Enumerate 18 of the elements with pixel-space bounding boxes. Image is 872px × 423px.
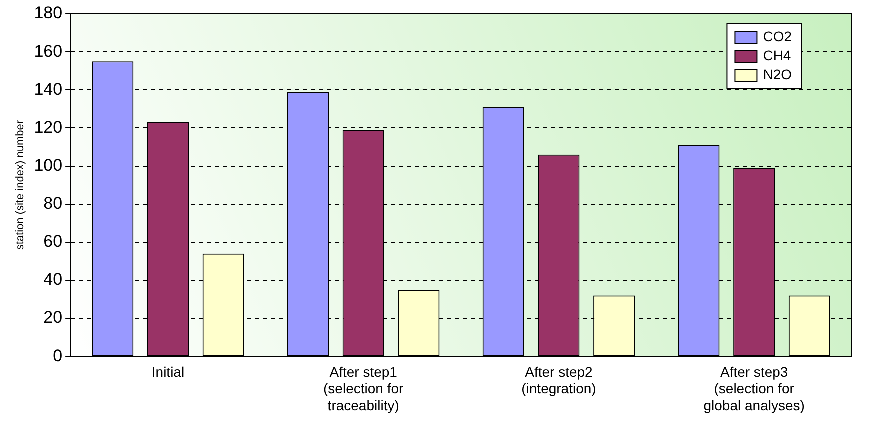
x-tick-label: After step1 (selection for traceability) (324, 364, 404, 414)
y-tick-label: 80 (44, 194, 63, 214)
legend-label: CO2 (763, 28, 792, 44)
y-tick-label: 120 (34, 118, 63, 137)
x-tick-label: Initial (152, 364, 185, 380)
legend-label: CH4 (763, 47, 792, 64)
y-tick-label: 100 (34, 156, 63, 175)
y-tick-label: 140 (34, 80, 63, 99)
y-tick-label: 160 (34, 42, 63, 61)
y-axis-title: station (site index) number (14, 120, 27, 250)
y-tick-label: 0 (53, 346, 63, 366)
x-tick-label: After step2 (integration) (522, 364, 596, 397)
y-tick-label: 60 (44, 232, 63, 252)
y-tick-label: 20 (44, 308, 63, 328)
y-tick-label: 40 (44, 270, 63, 290)
legend-label: N2O (763, 66, 792, 82)
y-tick-label: 180 (34, 4, 63, 23)
x-tick-label: After step3 (selection for global analyses) (704, 364, 805, 414)
